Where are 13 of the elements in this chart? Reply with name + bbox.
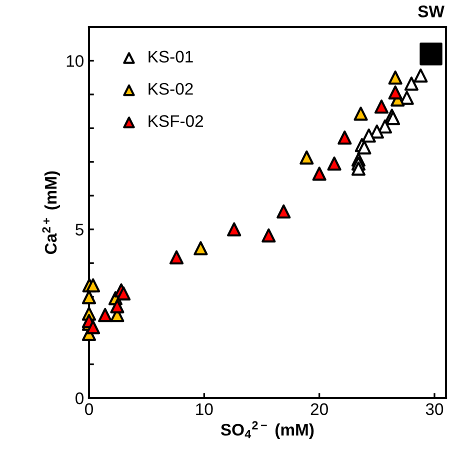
x-tick-label: 30: [426, 403, 444, 416]
x-tick-label: 10: [196, 403, 213, 416]
legend-label: KS-02: [148, 82, 193, 95]
annotation: SW: [418, 6, 444, 18]
x-tick-label: 20: [310, 403, 328, 416]
x-axis-title: SO$_{4}$$^{2−}$ (mM): [220, 421, 314, 439]
y-axis-title: Ca$^{2+}$ (mM): [42, 171, 60, 254]
x-tick-label: 0: [85, 403, 93, 416]
legend-label: KSF-02: [148, 115, 203, 127]
y-tick-label: 10: [66, 55, 84, 67]
y-tick-label: 5: [76, 224, 84, 236]
y-tick-label: 0: [76, 392, 84, 404]
legend-label: KS-01: [148, 50, 193, 63]
